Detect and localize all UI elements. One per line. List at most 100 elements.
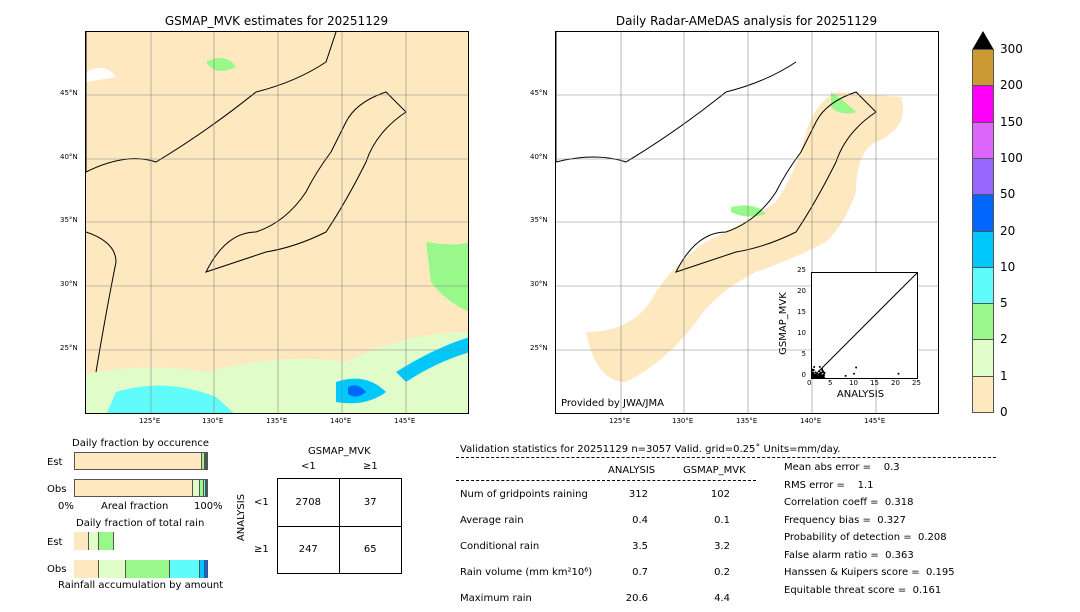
lon-tick-right: 125°E [609, 417, 630, 425]
stats-col-analysis: ANALYSIS [608, 465, 655, 476]
bar-segment-5 [205, 560, 208, 578]
score-item: Hanssen & Kuipers score = 0.195 [784, 567, 955, 578]
occ-xlabel: Areal fraction [101, 501, 168, 512]
bar-segment-1 [193, 480, 200, 496]
row-label-ge1: ≥1 [254, 544, 269, 555]
stat-row-label: Num of gridpoints raining [460, 489, 588, 500]
lat-tick-right: 25°N [530, 344, 548, 352]
cell-miss: 247 [278, 527, 340, 574]
inset-xtick: 5 [828, 379, 832, 387]
scatter-point [819, 366, 821, 368]
scatter-point [898, 373, 900, 375]
stat-gsmap-value: 102 [680, 489, 730, 500]
colorbar-segment [973, 158, 993, 194]
lat-tick-left: 35°N [60, 216, 78, 224]
scatter-point [812, 371, 814, 373]
stat-analysis-value: 312 [600, 489, 648, 500]
rain-est-label: Est [47, 537, 62, 548]
lat-tick-right: 40°N [530, 153, 548, 161]
colorbar-segment [973, 49, 993, 85]
left-map-title: GSMAP_MVK estimates for 20251129 [85, 14, 468, 28]
stat-row-label: Maximum rain [460, 593, 532, 604]
inset-xtick: 20 [891, 379, 900, 387]
credit-label: Provided by JWA/JMA [561, 398, 664, 409]
lon-tick-left: 125°E [139, 417, 160, 425]
colorbar [972, 50, 994, 413]
stat-analysis-value: 3.5 [600, 541, 648, 552]
inset-xtick: 0 [807, 379, 811, 387]
lon-tick-right: 135°E [736, 417, 757, 425]
colorbar-segment [973, 194, 993, 230]
score-item: Equitable threat score = 0.161 [784, 585, 941, 596]
scatter-point [821, 368, 823, 370]
occ-xtick-1: 100% [194, 501, 223, 512]
stat-row-label: Rain volume (mm km²10⁶) [460, 567, 592, 578]
inset-ytick: 5 [796, 350, 806, 358]
stat-gsmap-value: 4.4 [680, 593, 730, 604]
stat-analysis-value: 0.4 [600, 515, 648, 526]
occ-xtick-0: 0% [58, 501, 74, 512]
bar-segment-1 [99, 560, 126, 578]
inset-ytick: 20 [796, 287, 806, 295]
stat-analysis-value: 20.6 [600, 593, 648, 604]
score-item: Correlation coeff = 0.318 [784, 497, 914, 508]
bar-segment-3 [170, 560, 199, 578]
colorbar-tick-label: 150 [1000, 115, 1023, 129]
stats-table-divider [456, 480, 756, 481]
cell-false-alarm: 37 [340, 479, 402, 527]
inset-ylabel: GSMAP_MVK [778, 292, 789, 355]
inset-ytick: 10 [796, 329, 806, 337]
scatter-point [813, 366, 815, 368]
score-item: False alarm ratio = 0.363 [784, 550, 914, 561]
bar-segment-0 [75, 453, 202, 469]
occurrence-est-bar [74, 452, 208, 470]
lat-tick-left: 45°N [60, 89, 78, 97]
lat-tick-left: 25°N [60, 344, 78, 352]
inset-xtick: 15 [870, 379, 879, 387]
colorbar-segment [973, 303, 993, 339]
colorbar-tick-label: 300 [1000, 42, 1023, 56]
colorbar-tick-label: 1 [1000, 369, 1008, 383]
row-label-lt1: <1 [254, 497, 269, 508]
lon-tick-right: 145°E [864, 417, 885, 425]
bar-segment-4 [206, 453, 207, 469]
bar-segment-0 [74, 560, 99, 578]
colorbar-tick-label: 200 [1000, 78, 1023, 92]
scatter-point [853, 373, 855, 375]
score-item: Frequency bias = 0.327 [784, 515, 906, 526]
scatter-inset [811, 272, 918, 379]
cell-hit: 65 [340, 527, 402, 574]
rain-obs-label: Obs [47, 564, 66, 575]
colorbar-tick-label: 100 [1000, 151, 1023, 165]
rain-obs-bar [74, 560, 208, 578]
bar-segment-4 [206, 480, 207, 496]
bar-segment-1 [89, 532, 100, 550]
colorbar-over-arrow [972, 31, 994, 50]
col-label-lt1: <1 [301, 461, 316, 472]
inset-xlabel: ANALYSIS [808, 389, 913, 400]
scatter-point [818, 370, 820, 372]
stat-gsmap-value: 3.2 [680, 541, 730, 552]
stats-header: Validation statistics for 20251129 n=305… [460, 444, 840, 455]
right-map: Provided by JWA/JMA [555, 31, 939, 414]
inset-ytick: 0 [796, 371, 806, 379]
scatter-point [845, 375, 847, 377]
colorbar-segment [973, 376, 993, 412]
colorbar-segment [973, 339, 993, 375]
colorbar-segment [973, 85, 993, 121]
bar-segment-2 [99, 532, 114, 550]
lat-tick-left: 40°N [60, 153, 78, 161]
stats-col-gsmap: GSMAP_MVK [683, 465, 746, 476]
score-item: Mean abs error = 0.3 [784, 462, 900, 473]
lat-tick-left: 30°N [60, 280, 78, 288]
lon-tick-right: 140°E [800, 417, 821, 425]
colorbar-tick-label: 50 [1000, 187, 1015, 201]
lon-tick-left: 140°E [330, 417, 351, 425]
bar-segment-0 [74, 532, 89, 550]
figure: GSMAP_MVK estimates for 20251129 Daily R… [0, 0, 1080, 612]
score-item: RMS error = 1.1 [784, 480, 874, 491]
scatter-point [819, 373, 821, 375]
inset-xtick: 10 [849, 379, 858, 387]
rain-fraction-title: Daily fraction of total rain [76, 518, 204, 529]
lon-tick-left: 145°E [394, 417, 415, 425]
